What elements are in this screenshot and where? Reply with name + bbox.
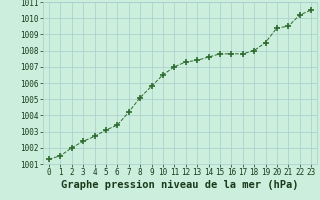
X-axis label: Graphe pression niveau de la mer (hPa): Graphe pression niveau de la mer (hPa): [61, 180, 299, 190]
